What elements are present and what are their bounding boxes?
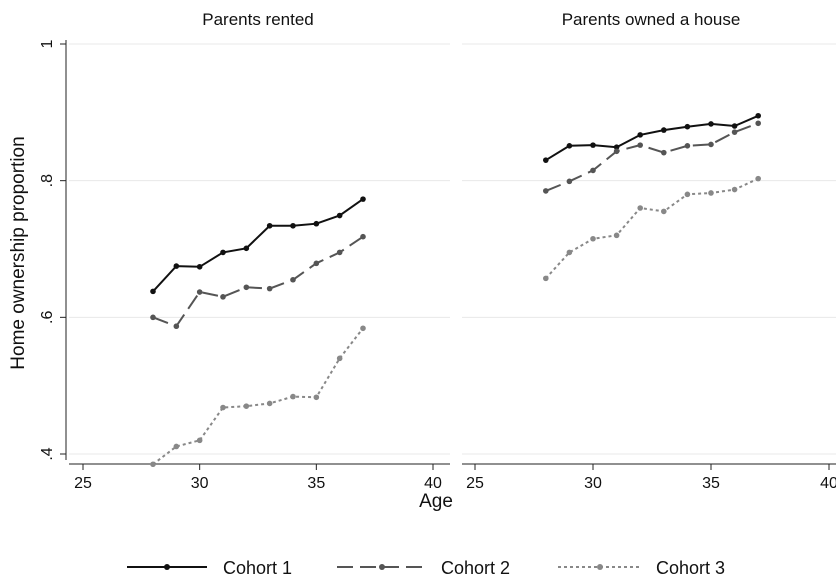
point-cohort-2-rented-age-34 (290, 276, 296, 283)
point-cohort-3-rented-age-37 (360, 325, 366, 332)
panel-title-right: Parents owned a house (562, 10, 741, 29)
point-cohort-1-rented-age-37 (360, 196, 366, 202)
point-cohort-1-owned-age-36 (731, 123, 738, 129)
point-cohort-1-owned-age-37 (755, 112, 761, 119)
point-cohort-1-rented-age-33 (266, 222, 273, 229)
panel-parents-rented: 25 30 35 40 (69, 40, 450, 492)
point-cohort-1-owned-age-29 (566, 143, 573, 149)
point-cohort-1-rented-age-28 (150, 288, 156, 295)
point-cohort-2-owned-age-32 (637, 142, 643, 148)
point-cohort-1-owned-age-32 (637, 132, 643, 138)
plot-area (462, 40, 836, 460)
point-cohort-3-owned-age-35 (708, 190, 714, 196)
point-cohort-2-rented-age-31 (220, 294, 226, 300)
point-cohort-2-owned-age-28 (543, 188, 549, 194)
series-line-cohort-2-rented (152, 235, 364, 328)
point-cohort-3-owned-age-33 (661, 208, 667, 215)
y-tick-label: .6 (39, 311, 56, 324)
point-cohort-2-owned-age-31 (613, 148, 620, 155)
point-cohort-2-owned-age-36 (731, 129, 738, 135)
point-cohort-1-owned-age-35 (708, 121, 714, 127)
point-cohort-3-owned-age-36 (731, 186, 738, 193)
series-line-cohort-2-owned (545, 122, 759, 192)
point-cohort-3-rented-age-29 (173, 443, 180, 450)
x-tick-label: 35 (307, 475, 325, 492)
point-cohort-3-rented-age-32 (243, 403, 250, 409)
y-tick-label: .8 (39, 174, 56, 187)
legend: Cohort 1 Cohort 2 Cohort 3 (127, 558, 725, 578)
point-cohort-3-rented-age-34 (290, 393, 296, 400)
point-cohort-2-rented-age-28 (150, 314, 156, 321)
x-tick-label: 30 (191, 475, 209, 492)
point-cohort-2-rented-age-32 (243, 284, 250, 291)
y-tick-label: 1 (39, 39, 56, 48)
point-cohort-3-owned-age-32 (637, 205, 643, 211)
point-cohort-1-rented-age-29 (173, 263, 180, 269)
series-line-cohort-1-rented (152, 198, 364, 293)
point-cohort-2-owned-age-35 (708, 141, 714, 148)
point-cohort-3-owned-age-31 (613, 232, 620, 239)
x-tick-label: 25 (466, 475, 484, 492)
point-cohort-1-owned-age-30 (590, 142, 596, 148)
point-cohort-3-rented-age-31 (220, 404, 226, 411)
point-cohort-3-rented-age-35 (313, 394, 320, 401)
point-cohort-2-owned-age-30 (590, 167, 596, 174)
series-line-cohort-3-owned (545, 177, 759, 280)
point-cohort-3-rented-age-36 (336, 355, 343, 362)
panel-title-left: Parents rented (202, 10, 314, 29)
point-cohort-1-owned-age-31 (613, 144, 620, 150)
point-cohort-2-rented-age-33 (266, 285, 273, 292)
legend-label-cohort-3: Cohort 3 (656, 558, 725, 578)
point-cohort-1-owned-age-33 (661, 127, 667, 133)
point-cohort-3-owned-age-37 (755, 175, 761, 182)
x-tick-label: 35 (702, 475, 720, 492)
legend-marker-cohort-2 (379, 564, 385, 570)
point-cohort-1-owned-age-28 (543, 157, 549, 163)
y-axis-title: Home ownership proportion (8, 136, 29, 369)
point-cohort-2-owned-age-29 (566, 178, 573, 185)
x-tick-label: 40 (424, 475, 442, 492)
point-cohort-1-rented-age-32 (243, 245, 250, 252)
point-cohort-3-owned-age-28 (543, 275, 549, 282)
x-tick-label: 40 (820, 475, 836, 492)
point-cohort-3-rented-age-30 (196, 437, 203, 444)
x-axis-title: Age (419, 491, 453, 512)
point-cohort-3-owned-age-30 (590, 235, 596, 242)
x-tick-label: 30 (584, 475, 602, 492)
point-cohort-1-rented-age-31 (220, 249, 226, 256)
point-cohort-2-owned-age-37 (755, 120, 761, 127)
point-cohort-3-owned-age-29 (566, 249, 573, 256)
legend-label-cohort-2: Cohort 2 (441, 558, 510, 578)
point-cohort-1-owned-age-34 (684, 123, 691, 130)
point-cohort-2-rented-age-35 (313, 260, 320, 267)
point-cohort-1-rented-age-36 (336, 212, 343, 219)
point-cohort-2-owned-age-34 (684, 143, 691, 149)
y-tick-label: .4 (39, 447, 56, 460)
point-cohort-1-rented-age-30 (196, 263, 203, 270)
point-cohort-1-rented-age-34 (290, 222, 296, 229)
point-cohort-2-rented-age-30 (196, 289, 203, 295)
legend-label-cohort-1: Cohort 1 (223, 558, 292, 578)
plot-area (69, 40, 450, 460)
point-cohort-2-rented-age-36 (336, 249, 343, 256)
point-cohort-1-rented-age-35 (313, 220, 320, 227)
series-line-cohort-3-rented (152, 327, 364, 466)
point-cohort-2-rented-age-29 (173, 323, 180, 330)
point-cohort-3-rented-age-33 (266, 400, 273, 407)
panel-parents-owned: 25 30 35 40 (462, 40, 836, 492)
legend-marker-cohort-1 (164, 564, 170, 570)
x-tick-label: 25 (74, 475, 92, 492)
series-line-cohort-1-owned (545, 114, 759, 162)
point-cohort-2-owned-age-33 (661, 149, 667, 156)
y-axis: .4 .6 .8 1 (39, 39, 67, 461)
point-cohort-3-owned-age-34 (684, 191, 691, 198)
legend-marker-cohort-3 (597, 564, 603, 570)
point-cohort-2-rented-age-37 (360, 233, 366, 240)
point-cohort-3-rented-age-28 (150, 461, 156, 468)
